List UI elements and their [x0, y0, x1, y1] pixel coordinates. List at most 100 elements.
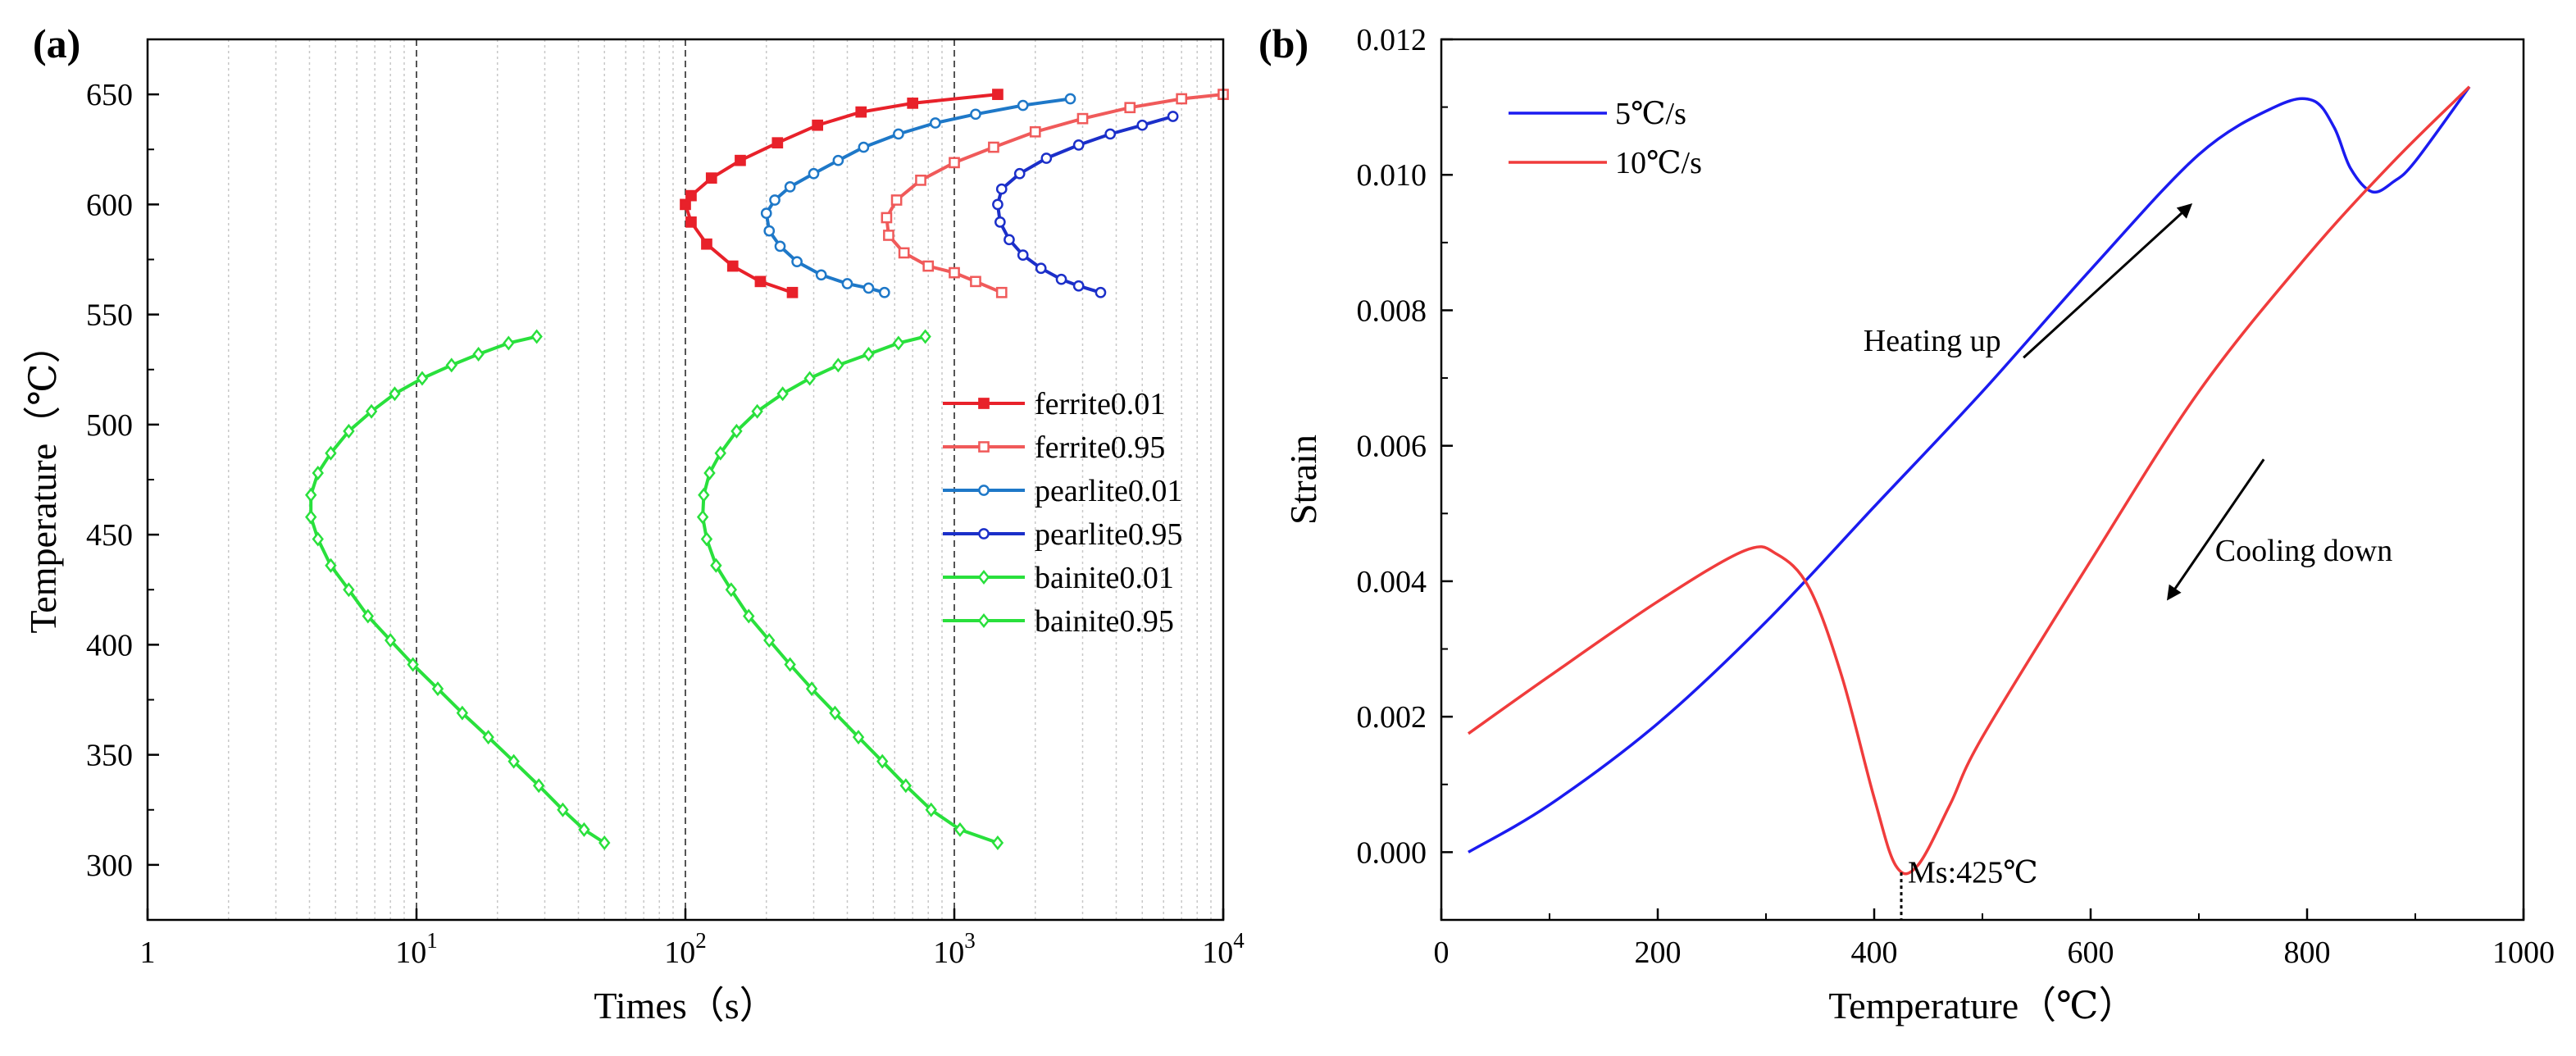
cooling-arrow: [2167, 458, 2265, 601]
chart-a-point-ferrite0.95: [883, 230, 894, 241]
chart-a-ytick-label: 650: [86, 78, 133, 112]
legend-a-label: pearlite0.01: [1035, 474, 1182, 508]
chart-a-point-bainite0.01: [557, 802, 569, 817]
chart-a-point-bainite0.01: [305, 487, 317, 503]
chart-a-point-ferrite0.01: [726, 260, 739, 272]
chart-a-xtick-label: 104: [1202, 928, 1245, 970]
chart-b-ytick-label: 0.004: [1357, 565, 1427, 599]
chart-b-xtick-label: 200: [1635, 935, 1682, 970]
chart-a-point-ferrite0.95: [1029, 125, 1041, 138]
chart-a-point-ferrite0.95: [949, 157, 960, 169]
chart-a-point-ferrite0.01: [771, 137, 784, 149]
legend-a-marker: [978, 398, 990, 409]
chart-a-point-bainite0.01: [385, 633, 397, 649]
chart-b-legend: 5℃/s 10℃/s: [1509, 97, 1702, 180]
chart-a-point-pearlite0.95: [994, 216, 1006, 228]
chart-a-point-bainite0.01: [503, 335, 515, 351]
chart-a-point-ferrite0.95: [890, 194, 903, 206]
chart-a-point-bainite0.95: [919, 329, 931, 344]
chart-a-point-ferrite0.01: [701, 238, 712, 250]
chart-a-xtick-label: 103: [933, 928, 976, 970]
chart-a-point-bainite0.95: [805, 681, 818, 697]
chart-a-point-bainite0.01: [362, 608, 375, 624]
chart-a-point-bainite0.01: [472, 346, 485, 362]
chart-a-point-bainite0.95: [703, 465, 716, 480]
chart-a-point-ferrite0.95: [915, 174, 926, 186]
chart-a-point-bainite0.95: [730, 423, 743, 439]
chart-a-point-ferrite0.95: [995, 286, 1008, 298]
chart-a-point-bainite0.01: [325, 445, 337, 461]
chart-a-ytick-label: 600: [86, 188, 133, 222]
chart-a-point-ferrite0.01: [992, 89, 1004, 100]
chart-a-point-pearlite0.95: [1013, 167, 1026, 180]
chart-a-point-bainite0.95: [700, 531, 713, 547]
legend-a-label: pearlite0.95: [1035, 517, 1182, 552]
legend-a-marker: [977, 612, 990, 629]
chart-a-point-bainite0.95: [776, 386, 789, 402]
chart-a-point-bainite0.95: [925, 802, 937, 817]
chart-a-point-pearlite0.01: [760, 207, 772, 219]
chart-a-point-bainite0.95: [832, 357, 844, 373]
chart-b-ytick-label: 0.006: [1357, 430, 1427, 464]
chart-b-series: [1467, 85, 2471, 876]
chart-b-ytick-label: 0.000: [1357, 835, 1427, 870]
chart-a-point-ferrite0.95: [949, 266, 960, 279]
chart-a-xlabel: Times（s）: [594, 985, 776, 1026]
chart-a-point-pearlite0.01: [832, 154, 844, 166]
chart-a-point-bainite0.95: [803, 371, 816, 386]
legend-a-label: bainite0.95: [1035, 604, 1174, 639]
chart-a-point-ferrite0.01: [685, 216, 697, 228]
chart-b-xtick-label: 0: [1434, 935, 1450, 970]
chart-a-point-bainite0.95: [710, 558, 722, 573]
chart-a-point-ferrite0.95: [1076, 112, 1089, 125]
chart-a-point-pearlite0.95: [1072, 280, 1085, 292]
panel-label-b: (b): [1258, 20, 1308, 66]
chart-b-ytick-label: 0.002: [1357, 700, 1427, 735]
chart-b-ticks: 0.000 0.002 0.004 0.006 0.008 0.010 0.012 0 200 4…: [1357, 23, 2556, 970]
chart-a-point-bainite0.95: [725, 582, 738, 598]
chart-a-point-bainite0.95: [892, 335, 905, 351]
chart-b-ytick-label: 0.008: [1357, 294, 1427, 328]
chart-b: (b) 0.0000.0020.0040.0060.0080.0100.0120…: [1258, 20, 2555, 1026]
chart-a-point-pearlite0.01: [1064, 93, 1076, 105]
legend-a-label: ferrite0.95: [1035, 430, 1165, 465]
chart-a-point-pearlite0.95: [1095, 286, 1107, 298]
heating-label: Heating up: [1864, 324, 2001, 358]
chart-b-xtick-label: 600: [2068, 935, 2114, 970]
chart-a-point-bainite0.01: [416, 371, 429, 386]
chart-b-ytick-label: 0.012: [1357, 23, 1427, 57]
chart-a-point-pearlite0.95: [992, 198, 1004, 211]
legend-a-label: ferrite0.01: [1035, 387, 1165, 421]
chart-a-point-bainite0.01: [456, 705, 469, 721]
chart-b-annotations: Heating up Cooling down Ms:425℃: [1864, 203, 2392, 920]
chart-a-point-bainite0.95: [829, 705, 841, 721]
chart-a-ytick-label: 350: [86, 739, 133, 773]
chart-a-point-pearlite0.95: [1104, 128, 1117, 140]
chart-a-point-pearlite0.95: [1136, 119, 1149, 131]
chart-a-point-ferrite0.95: [922, 260, 935, 272]
chart-a-point-pearlite0.01: [841, 278, 853, 289]
chart-a-point-pearlite0.01: [1017, 99, 1029, 112]
chart-a-point-ferrite0.95: [898, 247, 910, 259]
cooling-label: Cooling down: [2215, 534, 2392, 568]
chart-a-series: [305, 89, 1229, 851]
chart-a-line-bainite0.01: [309, 335, 606, 844]
chart-a-ytick-label: 550: [86, 298, 133, 333]
chart-a-ytick-label: 500: [86, 408, 133, 443]
chart-a-point-bainite0.01: [343, 423, 355, 439]
chart-a-point-bainite0.01: [507, 753, 520, 769]
chart-a-ticks: 300 350 400 450 500 550 600 650 1 101 102 103 104: [86, 78, 1245, 970]
chart-b-line-5℃/s: [1468, 85, 2471, 853]
chart-a-point-pearlite0.01: [808, 167, 820, 180]
chart-b-frame: [1440, 38, 2525, 922]
legend-b-label: 10℃/s: [1615, 146, 1702, 180]
chart-a-point-pearlite0.95: [1040, 152, 1053, 164]
chart-a-point-ferrite0.95: [1124, 102, 1136, 114]
chart-a-xtick-label: 101: [395, 928, 438, 970]
chart-a-point-bainite0.01: [482, 730, 494, 745]
chart-a-point-ferrite0.01: [685, 189, 697, 202]
chart-a-point-bainite0.01: [365, 403, 378, 419]
chart-a-point-pearlite0.01: [878, 286, 890, 298]
chart-a-point-ferrite0.95: [881, 212, 893, 224]
